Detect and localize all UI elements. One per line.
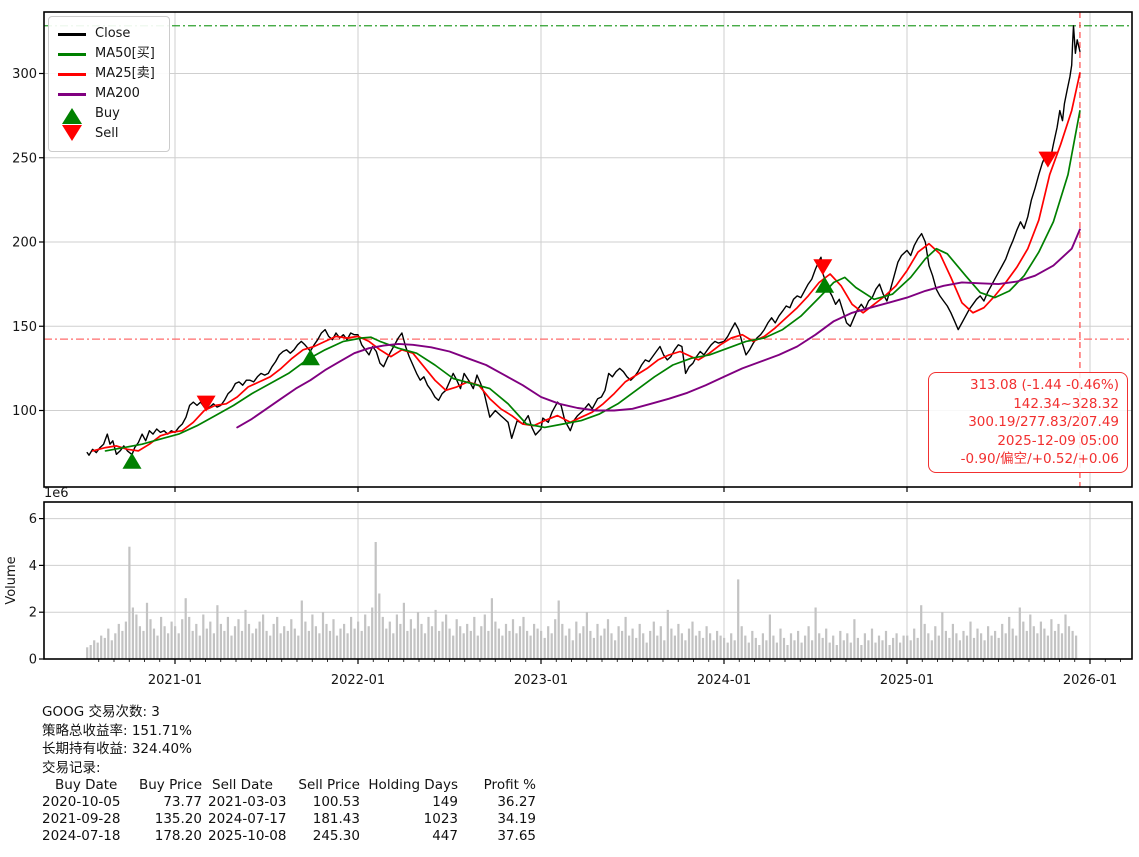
axes-spines xyxy=(43,11,1133,660)
strategy-return-line: 策略总收益率: 151.71% xyxy=(42,722,192,739)
series-close xyxy=(86,25,1081,456)
price-volume-chart: 2021-01 2022-01 2023-01 2024-01 2025-01 2026-… xyxy=(4,11,1133,688)
ma50-line-swatch xyxy=(58,52,86,56)
tick-label: 300 xyxy=(12,67,37,82)
trade-table: Buy Date Buy Price Sell Date Sell Price … xyxy=(42,777,536,845)
annotation-price-line: 313.08 (-1.44 -0.46%) xyxy=(969,377,1119,393)
trade-markers xyxy=(122,151,1058,469)
trade-row: 2021-09-28 135.20 2024-07-17 181.43 1023… xyxy=(42,811,536,827)
quote-annotation-box: 313.08 (-1.44 -0.46%) 142.34~328.32 300.… xyxy=(928,372,1128,473)
legend-label: MA25[卖] xyxy=(95,66,155,81)
annotation-signal-line: -0.90/偏空/+0.52/+0.06 xyxy=(960,451,1119,467)
gridlines xyxy=(44,12,1132,660)
trade-record-title: 交易记录: xyxy=(42,759,101,776)
tick-label: 150 xyxy=(12,320,37,335)
buy-marker xyxy=(815,276,835,293)
annotation-range-line: 142.34~328.32 xyxy=(1013,395,1119,412)
sell-triangle-icon xyxy=(62,124,82,141)
tick-label: 2 xyxy=(29,606,37,621)
tick-label: 4 xyxy=(29,559,37,574)
tick-label: 0 xyxy=(29,653,37,668)
ma200-line-swatch xyxy=(58,92,86,96)
buy-marker xyxy=(300,349,320,366)
tick-label: 2023-01 xyxy=(514,673,568,688)
legend-item-buy: Buy xyxy=(58,104,155,124)
sell-marker xyxy=(813,259,833,276)
tick-label: 2022-01 xyxy=(331,673,385,688)
ma25-line-swatch xyxy=(58,72,86,76)
close-line-swatch xyxy=(58,32,86,36)
col-holding-days: Holding Days xyxy=(368,777,458,793)
tick-label: 100 xyxy=(12,404,37,419)
legend-label: MA50[买] xyxy=(95,46,155,61)
legend-label: Buy xyxy=(95,106,120,121)
legend-item-ma25: MA25[卖] xyxy=(58,64,155,84)
col-sell-date: Sell Date xyxy=(212,777,273,793)
buy-hold-return-line: 长期持有收益: 324.40% xyxy=(42,741,192,757)
trade-count-line: GOOG 交易次数: 3 xyxy=(42,704,160,720)
tick-label: 2026-01 xyxy=(1063,673,1117,688)
tick-label: 200 xyxy=(12,236,37,251)
col-sell-price: Sell Price xyxy=(298,777,360,793)
series-ma200 xyxy=(236,228,1081,429)
series-ma50 xyxy=(104,110,1081,452)
legend-item-sell: Sell xyxy=(58,124,155,144)
legend-item-ma200: MA200 xyxy=(58,84,155,104)
trade-table-header: Buy Date Buy Price Sell Date Sell Price … xyxy=(42,777,536,794)
volume-axis-label: Volume xyxy=(4,556,19,604)
tick-label: 2025-01 xyxy=(880,673,934,688)
tick-label: 250 xyxy=(12,151,37,166)
sell-marker xyxy=(196,395,216,412)
sell-marker xyxy=(1038,151,1058,168)
strategy-stats: GOOG 交易次数: 3 策略总收益率: 151.71% 长期持有收益: 324… xyxy=(42,703,536,845)
col-profit: Profit % xyxy=(483,777,536,793)
legend-item-close: Close xyxy=(58,24,155,44)
col-buy-price: Buy Price xyxy=(138,777,202,793)
buy-triangle-icon xyxy=(62,108,82,124)
annotation-ma-line: 300.19/277.83/207.49 xyxy=(968,414,1119,430)
legend-label: Sell xyxy=(95,126,119,141)
series-ma25 xyxy=(91,72,1081,452)
legend: Close MA50[买] MA25[卖] MA200 Buy Sell xyxy=(48,16,170,152)
tick-label: 6 xyxy=(29,512,37,527)
annotation-date-line: 2025-12-09 05:00 xyxy=(997,432,1119,449)
volume-bars xyxy=(86,542,1078,659)
buy-marker xyxy=(122,452,142,469)
tick-label: 2021-01 xyxy=(148,673,202,688)
trade-row: 2020-10-05 73.77 2021-03-03 100.53 149 3… xyxy=(42,794,536,810)
axis-offset-label: 1e6 xyxy=(44,486,69,501)
price-series xyxy=(86,25,1081,456)
legend-label: Close xyxy=(95,26,131,41)
col-buy-date: Buy Date xyxy=(55,777,118,793)
legend-item-ma50: MA50[买] xyxy=(58,44,155,64)
legend-label: MA200 xyxy=(95,86,140,101)
trade-row: 2024-07-18 178.20 2025-10-08 245.30 447 … xyxy=(42,828,536,844)
tick-marks xyxy=(39,72,1121,664)
tick-label: 2024-01 xyxy=(697,673,751,688)
tick-labels: 2021-01 2022-01 2023-01 2024-01 2025-01 2026-… xyxy=(4,67,1117,688)
